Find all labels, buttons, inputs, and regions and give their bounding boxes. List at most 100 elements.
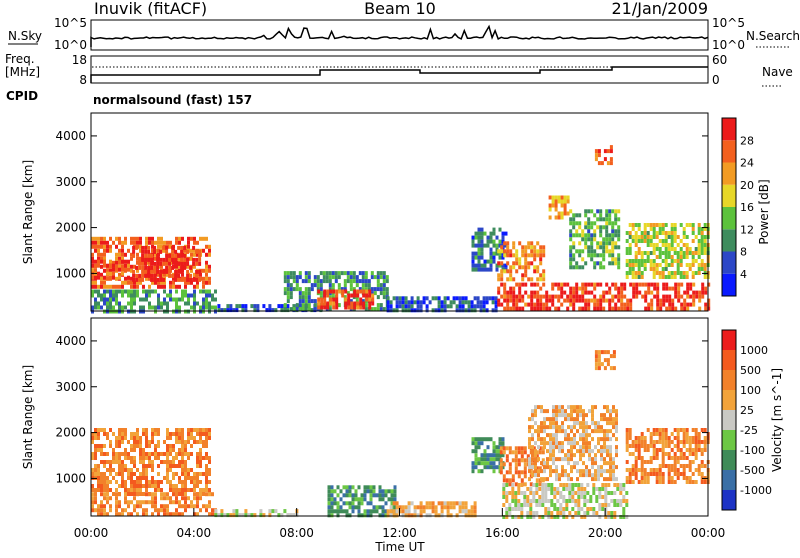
heatmap-cell: [356, 293, 360, 298]
heatmap-cell: [133, 460, 136, 464]
heatmap-cell: [495, 449, 499, 454]
heatmap-cell: [365, 293, 369, 298]
heatmap-cell: [676, 263, 680, 267]
heatmap-cell: [539, 306, 543, 311]
heatmap-cell: [524, 253, 528, 258]
heatmap-cell: [530, 294, 534, 299]
heatmap-cell: [540, 421, 543, 426]
heatmap-cell: [555, 413, 558, 418]
heatmap-cell: [563, 195, 567, 200]
heatmap-cell: [366, 513, 370, 518]
heatmap-cell: [597, 441, 600, 446]
heatmap-cell: [202, 488, 205, 492]
heatmap-cell: [640, 480, 644, 484]
heatmap-cell: [512, 277, 516, 282]
heatmap-cell: [631, 223, 635, 227]
heatmap-cell: [339, 509, 343, 514]
heatmap-cell: [563, 211, 567, 216]
heatmap-cell: [617, 298, 621, 303]
heatmap-cell: [474, 251, 478, 256]
heatmap-cell: [178, 440, 181, 444]
heatmap-cell: [398, 505, 402, 510]
heatmap-cell: [594, 358, 598, 363]
heatmap-cell: [141, 257, 145, 262]
heatmap-cell: [670, 259, 674, 263]
heatmap-cell: [94, 305, 97, 310]
heatmap-cell: [609, 445, 612, 450]
heatmap-cell: [623, 286, 627, 291]
colorbar-swatch: [722, 162, 736, 185]
heatmap-cell: [572, 253, 576, 258]
heatmap-cell: [495, 263, 499, 268]
heatmap-cell: [124, 468, 127, 472]
heatmap-cell: [136, 444, 139, 448]
heatmap-cell: [503, 290, 507, 295]
heatmap-cell: [189, 277, 193, 282]
heatmap-cell: [489, 263, 493, 268]
heatmap-cell: [599, 241, 603, 246]
heatmap-cell: [190, 436, 193, 440]
heatmap-cell: [554, 195, 558, 200]
heatmap-cell: [572, 217, 576, 222]
heatmap-cell: [555, 429, 558, 434]
heatmap-cell: [558, 409, 561, 414]
heatmap-cell: [184, 464, 187, 468]
heatmap-cell: [518, 286, 522, 291]
heatmap-cell: [697, 227, 701, 231]
heatmap-cell: [661, 428, 665, 432]
heatmap-cell: [622, 483, 626, 487]
heatmap-cell: [187, 468, 190, 472]
heatmap-cell: [625, 460, 629, 464]
heatmap-cell: [625, 476, 629, 480]
heatmap-cell: [606, 461, 609, 466]
heatmap-cell: [133, 496, 136, 501]
heatmap-cell: [543, 469, 546, 474]
heatmap-cell: [103, 248, 106, 253]
heatmap-cell: [628, 243, 632, 247]
heatmap-cell: [467, 513, 471, 518]
heatmap-cell: [253, 513, 257, 518]
colorbar-tick-label: -500: [740, 464, 765, 477]
heatmap-cell: [482, 308, 486, 313]
heatmap-cell: [91, 284, 94, 289]
heatmap-cell: [482, 300, 486, 305]
heatmap-cell: [304, 303, 308, 308]
heatmap-cell: [169, 480, 172, 484]
heatmap-cell: [567, 405, 570, 410]
heatmap-cell: [112, 271, 115, 276]
heatmap-cell: [94, 268, 97, 273]
heatmap-cell: [571, 495, 575, 499]
heatmap-cell: [570, 425, 573, 430]
heatmap-cell: [361, 299, 365, 304]
heatmap-cell: [130, 460, 133, 464]
heatmap-cell: [514, 482, 518, 487]
heatmap-cell: [144, 249, 148, 254]
heatmap-cell: [483, 453, 487, 458]
heatmap-cell: [163, 512, 166, 517]
heatmap-cell: [169, 444, 172, 448]
heatmap-cell: [141, 269, 145, 274]
heatmap-cell: [581, 298, 585, 303]
heatmap-cell: [166, 472, 169, 476]
heatmap-cell: [658, 428, 662, 432]
heatmap-cell: [533, 245, 537, 250]
heatmap-cell: [685, 480, 689, 484]
heatmap-cell: [477, 243, 481, 248]
heatmap-cell: [202, 504, 205, 509]
heatmap-cell: [514, 458, 518, 463]
heatmap-cell: [172, 432, 175, 436]
heatmap-cell: [133, 464, 136, 468]
heatmap-cell: [323, 293, 327, 298]
heatmap-cell: [637, 251, 641, 255]
heatmap-cell: [587, 233, 591, 238]
heatmap-cell: [665, 306, 669, 311]
heatmap-cell: [599, 261, 603, 266]
heatmap-cell: [181, 456, 184, 460]
heatmap-cell: [597, 149, 601, 154]
heatmap-cell: [506, 277, 510, 282]
heatmap-cell: [523, 491, 527, 495]
heatmap-cell: [369, 513, 373, 518]
heatmap-cell: [625, 499, 629, 503]
station-title: Inuvik (fitACF): [94, 0, 207, 18]
heatmap-cell: [646, 476, 650, 480]
